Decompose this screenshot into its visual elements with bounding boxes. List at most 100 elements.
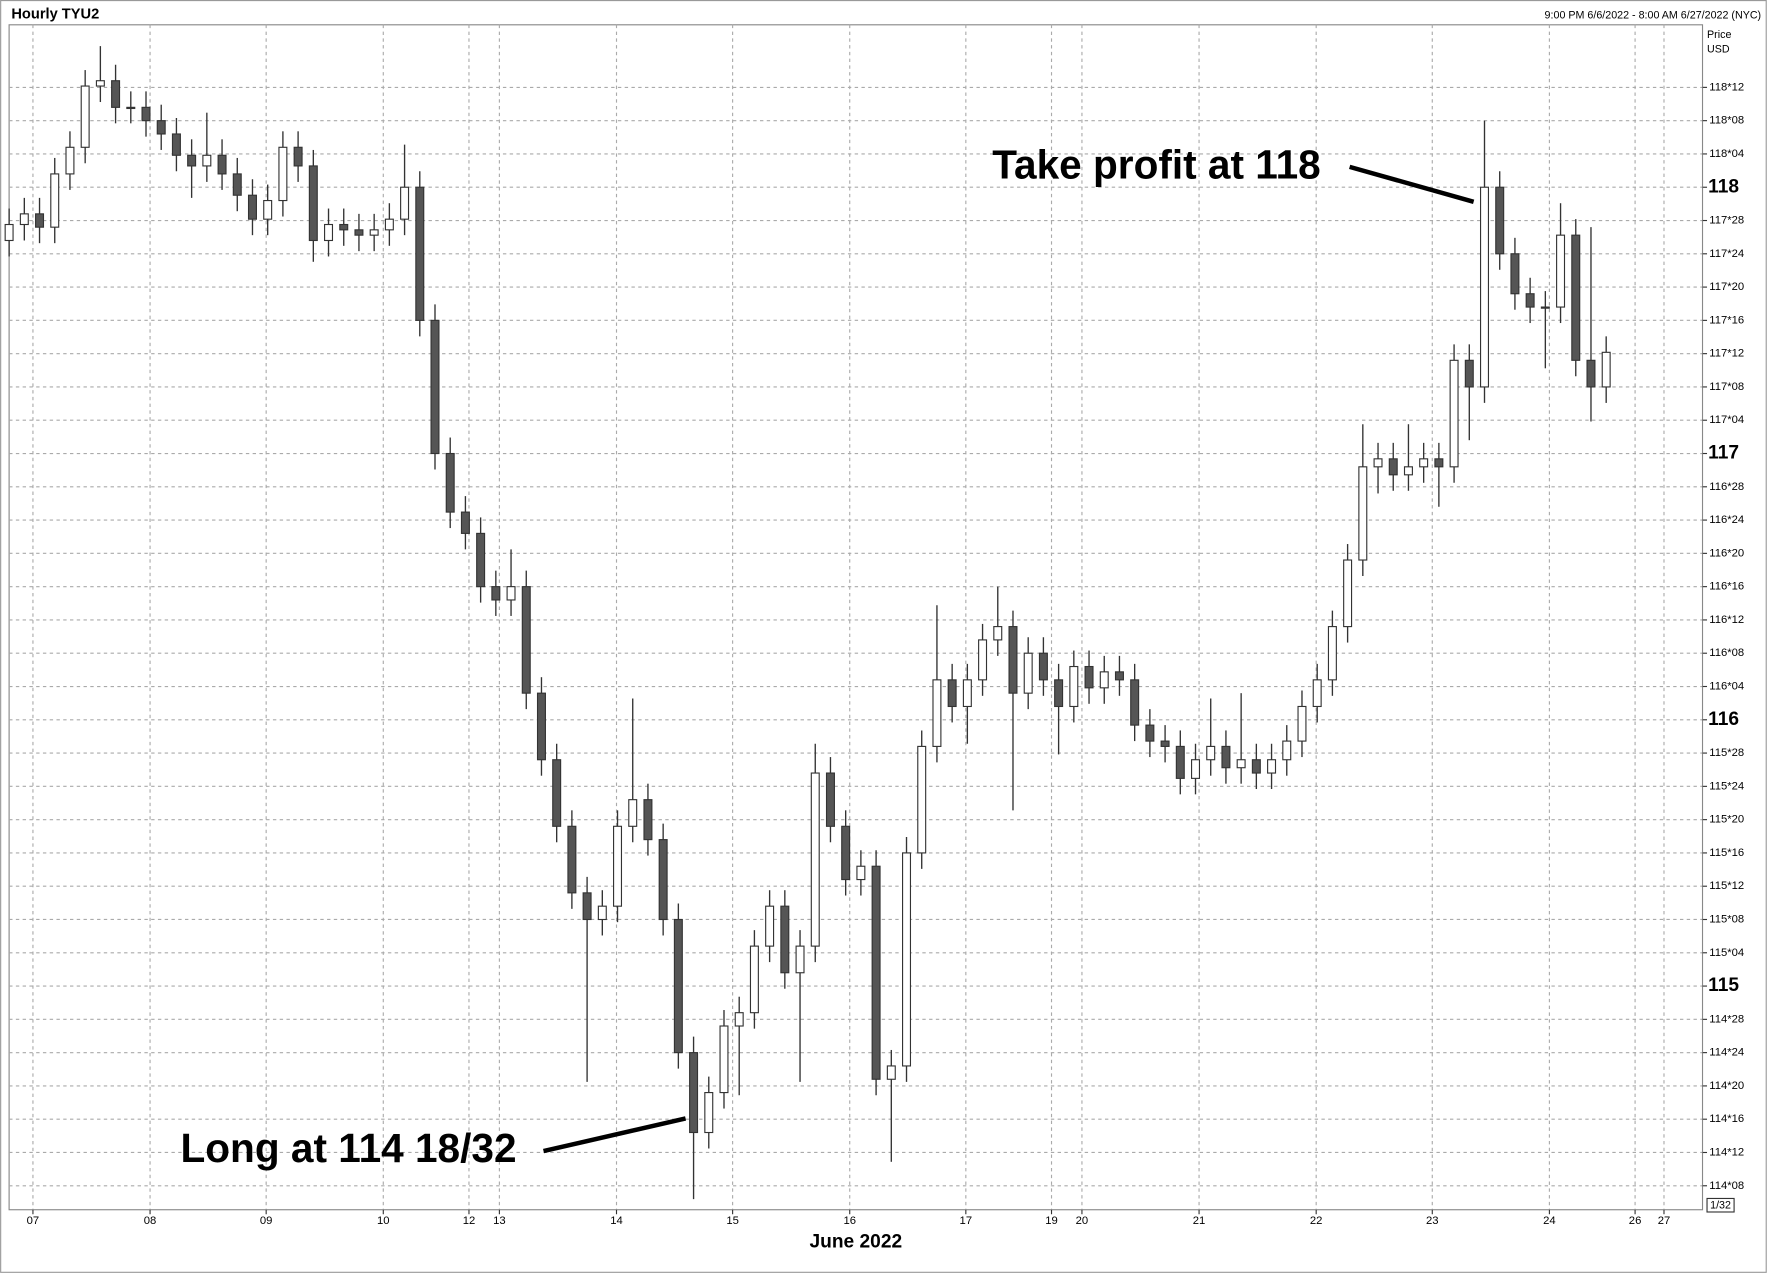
candle-body [841, 825, 851, 881]
candle-body [597, 905, 607, 921]
x-tick-label: 07 [27, 1215, 40, 1227]
y-tick-label: 118 [1708, 176, 1739, 197]
candle-body [111, 80, 121, 108]
candle-body [521, 586, 531, 694]
candle-body [658, 839, 668, 921]
x-tick-label: 08 [144, 1215, 157, 1227]
x-tick-label: 23 [1426, 1215, 1439, 1227]
candle-body [1054, 679, 1064, 708]
candle-body [856, 865, 866, 881]
candle-body [293, 146, 303, 167]
y-tick-label: 118*12 [1709, 81, 1744, 93]
candle-body [704, 1092, 714, 1134]
x-tick-label: 12 [463, 1215, 476, 1227]
candle-body [1008, 626, 1018, 694]
candle-body [947, 679, 957, 708]
y-unit: USD [1707, 43, 1730, 55]
y-label: Price [1707, 29, 1731, 41]
candle-body [369, 229, 379, 236]
candle-body [324, 223, 334, 242]
candle-body [1084, 665, 1094, 689]
candle-body [232, 173, 242, 196]
candle-body [1160, 740, 1170, 747]
candle-body [1449, 359, 1459, 468]
candle-body [1206, 745, 1216, 761]
candle-body [1373, 458, 1383, 468]
candle-body [4, 223, 14, 242]
x-tick-label: 21 [1193, 1215, 1206, 1227]
candle-body [1099, 671, 1109, 689]
candle-body [141, 106, 151, 122]
candle-body [689, 1052, 699, 1134]
candle-body [1419, 458, 1429, 468]
x-tick-label: 10 [377, 1215, 390, 1227]
candle-body [552, 759, 562, 827]
chart-title: Hourly TYU2 [11, 7, 99, 23]
y-tick-label: 114*08 [1709, 1180, 1744, 1192]
candle-body [1495, 186, 1505, 255]
candle-body [978, 639, 988, 681]
y-tick-label: 116*20 [1709, 547, 1744, 559]
plot-area [8, 24, 1704, 1211]
candles [4, 46, 1611, 1200]
y-tick-label: 117*12 [1709, 348, 1744, 360]
candle-body [673, 918, 683, 1054]
candle-body [795, 945, 805, 974]
y-tick-label: 117*20 [1709, 281, 1744, 293]
candle-body [156, 120, 166, 135]
y-tick-label: 115*12 [1709, 880, 1744, 892]
candle-body [476, 532, 486, 588]
candle-body [1601, 351, 1611, 388]
y-tick-label: 114*20 [1709, 1080, 1744, 1092]
candle-body [354, 229, 364, 236]
x-tick-label: 22 [1310, 1215, 1323, 1227]
candle-body [491, 586, 501, 601]
y-tick-label: 114*16 [1709, 1113, 1744, 1125]
candle-body [187, 154, 197, 167]
date-range: 9:00 PM 6/6/2022 - 8:00 AM 6/27/2022 (NY… [1545, 10, 1762, 22]
candle-body [1175, 745, 1185, 779]
x-tick-label: 15 [726, 1215, 739, 1227]
candle-body [247, 194, 257, 220]
candle-body [1434, 458, 1444, 468]
candle-body [1464, 359, 1474, 388]
candle-body [1251, 759, 1261, 774]
x-label: June 2022 [809, 1231, 902, 1252]
y-tick-label: 116*24 [1709, 514, 1744, 526]
y-tick-label: 114*28 [1709, 1013, 1744, 1025]
candle-body [19, 213, 29, 226]
candle-body [415, 186, 425, 321]
candle-body [993, 626, 1003, 641]
candle-body [400, 186, 410, 220]
candle-body [734, 1012, 744, 1027]
candle-body [613, 825, 623, 907]
x-tick-label: 16 [843, 1215, 856, 1227]
candle-body [80, 85, 90, 148]
x-tick-label: 20 [1076, 1215, 1089, 1227]
candle-body [1282, 740, 1292, 761]
y-tick-label: 117*04 [1709, 414, 1744, 426]
annotation-arrow [543, 1116, 687, 1154]
y-tick-label: 115*04 [1709, 947, 1744, 959]
y-tick-label: 116*28 [1709, 481, 1744, 493]
candle-body [1130, 679, 1140, 726]
candle-body [217, 154, 227, 175]
candle-body [1145, 724, 1155, 742]
y-tick-label: 116 [1708, 709, 1739, 730]
candle-body [765, 905, 775, 947]
grid [9, 24, 1703, 1210]
y-tick-label: 115*20 [1709, 814, 1744, 826]
candle-body [171, 133, 181, 156]
y-tick-label: 117 [1708, 443, 1739, 464]
y-tick-label: 115 [1708, 975, 1739, 996]
candle-body [1571, 234, 1581, 361]
candle-body [384, 218, 394, 231]
candle-body [582, 892, 592, 921]
candle-body [1540, 306, 1550, 309]
candle-body [719, 1025, 729, 1094]
candle-body [871, 865, 881, 1080]
candle-body [278, 146, 288, 202]
candle-body [460, 511, 470, 534]
candle-body [628, 799, 638, 827]
